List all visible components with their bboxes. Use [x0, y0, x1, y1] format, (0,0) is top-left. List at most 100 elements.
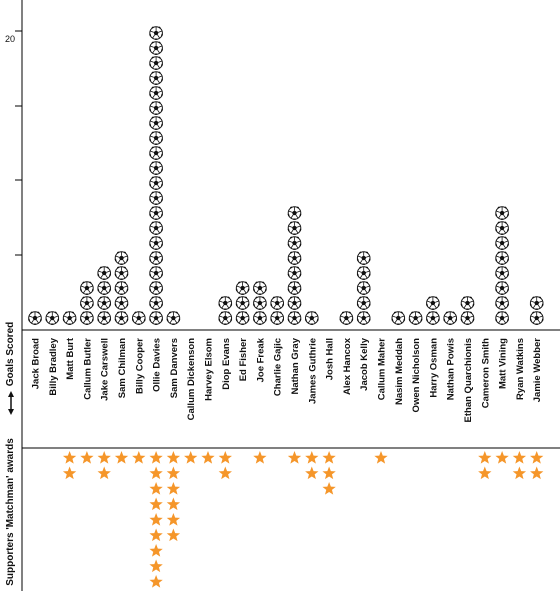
goals-axis-title: Goals Scored [5, 322, 16, 386]
football-icon [495, 296, 510, 310]
double-arrow-icon [8, 391, 14, 415]
football-icon [149, 220, 164, 236]
football-icon [97, 311, 112, 325]
football-icon [235, 281, 250, 295]
football-icon [287, 235, 302, 251]
star-icon [166, 528, 181, 542]
football-icon [235, 311, 250, 325]
football-icon [495, 266, 510, 280]
football-icon [97, 266, 112, 280]
star-icon [530, 466, 544, 480]
star-icon [322, 466, 336, 480]
player-labels: Jack Broad Billy Bradley Matt Burt Callum B… [31, 337, 544, 422]
star-icon [374, 451, 388, 464]
star-icon [166, 482, 181, 495]
football-icon [97, 281, 112, 295]
football-icon [149, 205, 164, 221]
star-icon [530, 451, 544, 464]
axis-titles: Goals Scored Supporters 'Matchman' award… [5, 322, 16, 586]
football-icon [287, 296, 302, 310]
star-icon [62, 451, 77, 464]
football-icon [495, 235, 510, 251]
football-icon [356, 296, 371, 310]
football-icon [149, 250, 164, 265]
label-nathan-powis: Nathan Powis [446, 338, 457, 400]
label-billy-cooper: Billy Cooper [134, 338, 145, 394]
football-icon [114, 296, 129, 310]
football-icon [218, 311, 233, 325]
football-icon [304, 311, 319, 325]
star-icon [218, 451, 232, 464]
football-icon [252, 281, 267, 295]
football-icon [28, 311, 42, 325]
star-icon [478, 451, 492, 464]
star-icon [114, 451, 129, 464]
football-icon [270, 311, 285, 325]
football-icon [114, 250, 129, 265]
label-jacob-kelly: Jacob Kelly [359, 337, 370, 391]
star-icon [495, 451, 509, 464]
football-icon [495, 220, 510, 236]
goals-series [28, 26, 544, 325]
star-icon [80, 451, 94, 464]
football-icon [495, 205, 510, 221]
label-alex-hancox: Alex Hancox [342, 337, 353, 395]
awards-series [62, 451, 544, 588]
label-ollie-davies: Ollie Davies [152, 338, 163, 392]
label-jake-carswell: Jake Carswell [100, 338, 111, 401]
football-icon [356, 250, 371, 265]
football-icon [114, 311, 129, 325]
star-icon [184, 451, 198, 464]
football-icon [391, 311, 406, 325]
star-icon [322, 451, 336, 464]
football-icon [149, 56, 164, 71]
label-jamie-webber: Jamie Webber [532, 338, 543, 403]
label-callum-butler: Callum Butler [82, 338, 93, 400]
football-icon [460, 311, 475, 325]
star-icon [149, 575, 163, 588]
football-icon [149, 160, 164, 176]
football-icon [149, 296, 164, 310]
football-icon [235, 296, 250, 310]
football-icon [166, 311, 181, 325]
football-icon [287, 250, 302, 265]
football-icon [149, 266, 164, 280]
football-icon [131, 311, 146, 325]
label-callum-dickenson: Callum Dickenson [186, 338, 197, 421]
football-icon [287, 220, 302, 236]
label-cameron-smith: Cameron Smith [480, 338, 491, 408]
label-ethan-quarchionis: Ethan Quarchionis [463, 338, 474, 422]
label-sam-chilman: Sam Chilman [117, 338, 128, 398]
football-icon [79, 281, 94, 295]
label-matt-vining: Matt Vining [498, 338, 509, 389]
football-icon [149, 85, 164, 101]
label-joe-freak: Joe Freak [255, 337, 266, 382]
label-diop-evans: Diop Evans [221, 338, 232, 390]
football-icon [425, 296, 440, 310]
label-matt-burt: Matt Burt [65, 337, 76, 380]
label-ed-fisher: Ed Fisher [238, 338, 249, 382]
football-icon [45, 311, 60, 325]
star-icon [322, 482, 336, 495]
label-jack-broad: Jack Broad [31, 338, 42, 389]
football-icon [529, 311, 544, 325]
football-icon [149, 235, 164, 251]
football-icon [114, 266, 129, 280]
label-ryan-watkins: Ryan Watkins [515, 338, 526, 400]
football-icon [149, 41, 164, 55]
y-tick-label: 20 [5, 34, 15, 44]
axes: 20 [5, 0, 560, 591]
label-billy-bradley: Billy Bradley [48, 337, 59, 395]
star-icon [166, 497, 181, 511]
star-icon [149, 528, 163, 542]
label-owen-nicholson: Owen Nicholson [411, 338, 422, 413]
star-icon [97, 451, 111, 464]
star-icon [166, 451, 181, 464]
football-icon [443, 311, 458, 325]
label-callum-maher: Callum Maher [377, 338, 388, 401]
label-josh-hall: Josh Hall [325, 338, 336, 380]
star-icon [512, 451, 527, 464]
label-nasim-meddah: Nasim Meddah [394, 338, 405, 405]
star-icon [149, 544, 163, 557]
